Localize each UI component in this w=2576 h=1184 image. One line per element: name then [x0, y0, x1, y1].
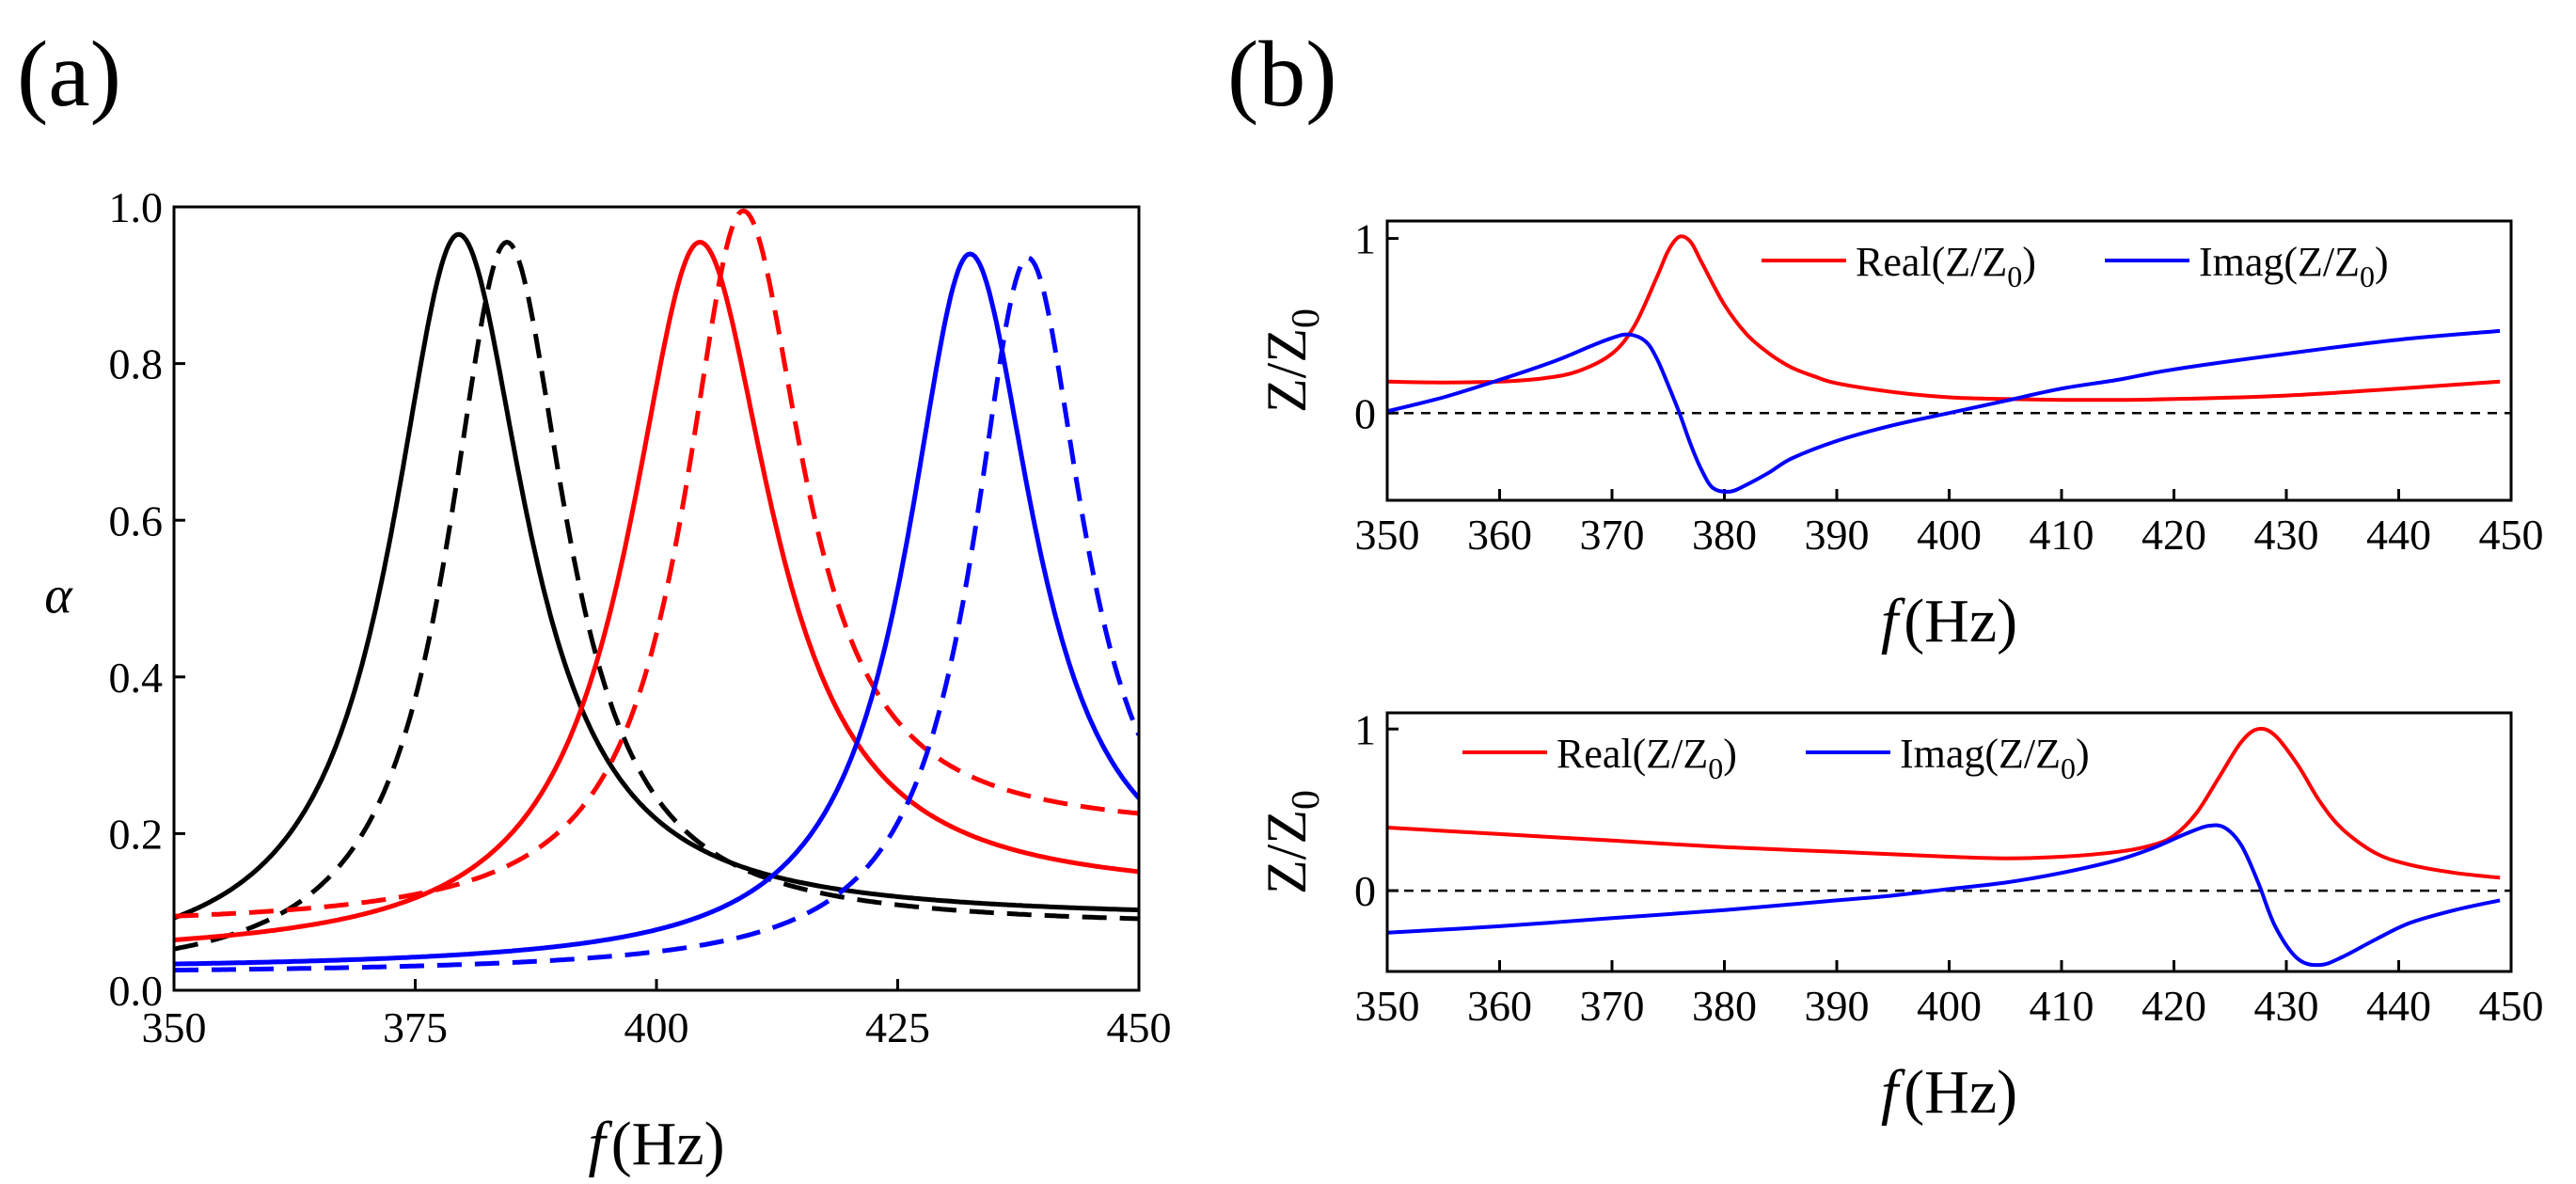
series-line [174, 208, 1139, 919]
series-line [1387, 726, 2501, 880]
x-tick-label: 390 [1805, 511, 1870, 559]
y-tick-label: 0 [1354, 867, 1376, 915]
x-axis-label: f(Hz) [1881, 587, 2017, 655]
x-tick-label: 370 [1580, 982, 1645, 1030]
x-tick-label: 440 [2366, 511, 2431, 559]
series-line [174, 240, 1139, 952]
x-tick-label: 380 [1692, 511, 1757, 559]
panel-label-a: (a) [17, 22, 121, 126]
series-group [1387, 726, 2501, 968]
x-tick-label: 430 [2254, 982, 2319, 1030]
x-tick-label: 400 [1917, 511, 1982, 559]
y-tick-label: 0.2 [109, 811, 164, 859]
x-tick-label: 410 [2030, 511, 2094, 559]
x-tick-label: 450 [1107, 1003, 1172, 1051]
x-axis-label: f(Hz) [1881, 1058, 2017, 1127]
legend: Real(Z/Z0) Imag(Z/Z0) [1762, 239, 2389, 293]
y-axis-label: Z/Z0 [1256, 308, 1328, 413]
series-line [1387, 328, 2501, 494]
x-tick-label: 450 [2479, 511, 2544, 559]
x-tick-label: 390 [1805, 982, 1870, 1030]
plot-frame [1385, 711, 2513, 973]
y-tick-label: 0.4 [109, 654, 164, 702]
x-tick-label: 410 [2030, 982, 2094, 1030]
series-line [174, 240, 1139, 942]
series-group [174, 208, 1139, 973]
x-tick-label: 400 [624, 1003, 689, 1051]
y-axis-label: Z/Z0 [1256, 790, 1328, 894]
legend-label: Imag(Z/Z0) [2199, 239, 2389, 293]
panel-label-b: (b) [1227, 22, 1337, 126]
y-axis-label: α [44, 567, 73, 625]
y-tick-label: 0.0 [109, 967, 164, 1015]
x-tick-label: 375 [383, 1003, 448, 1051]
y-tick-label: 0.6 [109, 497, 164, 545]
legend-label: Imag(Z/Z0) [1900, 731, 2090, 785]
series-group [1387, 234, 2501, 494]
x-tick-label: 350 [142, 1003, 207, 1051]
plot-frame [1385, 219, 2513, 502]
y-tick-label: 1 [1354, 705, 1376, 753]
x-tick-label: 420 [2141, 982, 2206, 1030]
series-line [174, 231, 1139, 921]
x-tick-label: 420 [2141, 511, 2206, 559]
legend-label: Real(Z/Z0) [1856, 239, 2036, 293]
series-line [174, 251, 1139, 967]
x-tick-label: 400 [1917, 982, 1982, 1030]
y-tick-label: 0.8 [109, 340, 164, 388]
plot-a: 350 375 400 425 450 0.0 0.2 0.4 0.6 0.8 1.0 α f(Hz) [44, 183, 1171, 1178]
plot-frame [172, 205, 1141, 992]
x-tick-label: 430 [2254, 511, 2319, 559]
y-tick-label: 1 [1354, 215, 1376, 263]
x-tick-label: 350 [1355, 982, 1420, 1030]
x-tick-label: 380 [1692, 982, 1757, 1030]
x-tick-label: 360 [1467, 511, 1532, 559]
y-tick-label: 1.0 [109, 183, 164, 231]
legend: Real(Z/Z0) Imag(Z/Z0) [1462, 731, 2090, 785]
plot-b-top: 350 360 370 380 390 400 410 420 430 440 450 0 1 Real(… [1256, 215, 2544, 655]
x-tick-label: 450 [2479, 982, 2544, 1030]
legend-label: Real(Z/Z0) [1557, 731, 1737, 785]
x-tick-label: 350 [1355, 511, 1420, 559]
x-tick-label: 370 [1580, 511, 1645, 559]
series-line [1387, 234, 2501, 403]
y-tick-label: 0 [1354, 389, 1376, 437]
series-line [1387, 823, 2501, 968]
series-line [174, 255, 1139, 973]
x-tick-label: 360 [1467, 982, 1532, 1030]
x-tick-label: 440 [2366, 982, 2431, 1030]
plot-b-bottom: 350 360 370 380 390 400 410 420 430 440 450 0 1 Real(… [1256, 705, 2544, 1127]
x-tick-label: 425 [865, 1003, 930, 1051]
x-axis-label: f(Hz) [588, 1110, 724, 1178]
